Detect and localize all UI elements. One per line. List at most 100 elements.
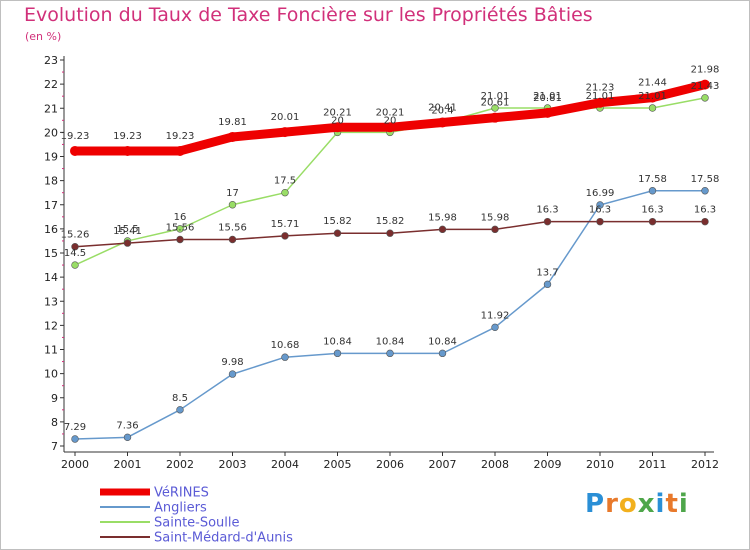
data-point — [543, 217, 552, 226]
data-label: 11.92 — [481, 310, 510, 321]
proxiti-logo: Proxiti — [585, 489, 689, 519]
y-tick-label: 23 — [44, 54, 58, 67]
data-label: 21.43 — [691, 81, 720, 92]
data-label: 14.5 — [64, 248, 86, 259]
x-tick-label: 2009 — [534, 458, 562, 471]
data-label: 10.84 — [376, 336, 405, 347]
data-label: 17.58 — [638, 174, 667, 185]
y-tick-label: 17 — [44, 199, 58, 212]
chart-title: Evolution du Taux de Taxe Foncière sur l… — [24, 4, 593, 26]
y-tick-label: 11 — [44, 344, 58, 357]
y-tick-label: 19 — [44, 151, 58, 164]
y-tick-label: 8 — [51, 416, 58, 429]
data-point — [71, 243, 79, 251]
data-label: 21.98 — [691, 65, 720, 76]
series-angliers — [71, 187, 709, 443]
data-point — [123, 433, 132, 442]
data-point — [647, 92, 658, 103]
data-label: 17.58 — [691, 174, 720, 185]
y-tick-label: 21 — [44, 102, 58, 115]
data-label: 16.3 — [694, 205, 716, 216]
data-label: 10.84 — [428, 336, 457, 347]
data-label: 15.71 — [271, 219, 300, 230]
legend-label: Saint-Médard-d'Aunis — [154, 531, 293, 546]
data-label: 10.84 — [323, 336, 352, 347]
y-tick-label: 16 — [44, 223, 58, 236]
data-point — [281, 188, 289, 197]
legend-label: VéRINES — [154, 486, 209, 501]
data-point — [228, 201, 237, 209]
data-point — [333, 349, 342, 358]
data-point — [386, 349, 394, 358]
data-label: 21.01 — [586, 91, 615, 102]
data-point — [280, 127, 290, 138]
logo-letter: x — [637, 489, 656, 519]
data-label: 10.68 — [271, 340, 300, 351]
data-label: 20.61 — [481, 98, 510, 109]
data-point — [595, 97, 605, 108]
logo-letter: r — [605, 489, 619, 519]
data-point — [438, 349, 447, 358]
data-point — [596, 217, 604, 226]
data-point — [648, 187, 657, 195]
data-point — [700, 79, 710, 90]
data-label: 15.41 — [113, 226, 142, 237]
x-tick-label: 2005 — [324, 458, 352, 471]
data-label: 17 — [226, 188, 239, 199]
data-point — [71, 261, 79, 269]
data-label: 15.56 — [166, 222, 195, 233]
data-point — [122, 145, 133, 156]
x-tick-label: 2003 — [219, 458, 247, 471]
data-label: 7.29 — [64, 422, 86, 433]
logo-letter: P — [585, 489, 606, 519]
x-tick-label: 2007 — [429, 458, 457, 471]
data-label: 17.5 — [274, 176, 296, 187]
data-label: 16.3 — [536, 205, 558, 216]
logo-letter: t — [665, 489, 679, 519]
data-label: 16.3 — [641, 205, 663, 216]
data-point — [333, 229, 342, 237]
data-point — [228, 235, 237, 244]
legend-label: Sainte-Soulle — [154, 516, 240, 531]
data-label: 20.81 — [533, 93, 562, 104]
data-point — [491, 104, 499, 112]
legend: VéRINESAngliersSainte-SoulleSaint-Médard… — [100, 486, 293, 546]
data-label: 16.3 — [589, 205, 611, 216]
data-point — [491, 225, 499, 234]
y-tick-label: 15 — [44, 247, 58, 260]
data-point — [596, 201, 604, 209]
data-label: 9.98 — [221, 357, 243, 368]
y-tick-label: 9 — [51, 392, 58, 405]
data-point — [228, 370, 237, 378]
axes: 7 8 9 10 11 12 13 14 15 16 17 18 19 20 21 22 23 2000 2001 2… — [44, 54, 719, 471]
x-tick-label: 2000 — [61, 458, 89, 471]
data-point — [543, 280, 552, 289]
data-point — [176, 235, 184, 244]
x-tick-label: 2008 — [481, 458, 509, 471]
data-label: 20.21 — [323, 107, 352, 118]
data-label: 21.01 — [638, 91, 667, 102]
x-tick-label: 2012 — [691, 458, 719, 471]
data-label: 19.81 — [218, 117, 247, 128]
data-label: 19.23 — [166, 131, 195, 142]
data-point — [648, 217, 657, 226]
data-label: 20 — [331, 115, 344, 126]
y-tick-label: 20 — [44, 126, 58, 139]
data-label: 7.36 — [116, 420, 138, 431]
data-label: 15.98 — [481, 212, 510, 223]
data-label: 21.23 — [586, 83, 615, 94]
data-label: 21.01 — [481, 91, 510, 102]
series-verines — [70, 79, 710, 156]
logo-letter: i — [655, 489, 666, 519]
data-label: 20.21 — [376, 107, 405, 118]
data-point — [70, 145, 80, 156]
data-label: 8.5 — [172, 393, 188, 404]
data-label: 16.99 — [586, 188, 615, 199]
legend-label: Angliers — [154, 501, 207, 516]
y-tick-label: 22 — [44, 78, 58, 91]
data-label: 15.26 — [61, 230, 90, 241]
logo-letter: i — [678, 489, 689, 519]
data-label: 19.23 — [61, 131, 90, 142]
x-tick-label: 2001 — [114, 458, 142, 471]
